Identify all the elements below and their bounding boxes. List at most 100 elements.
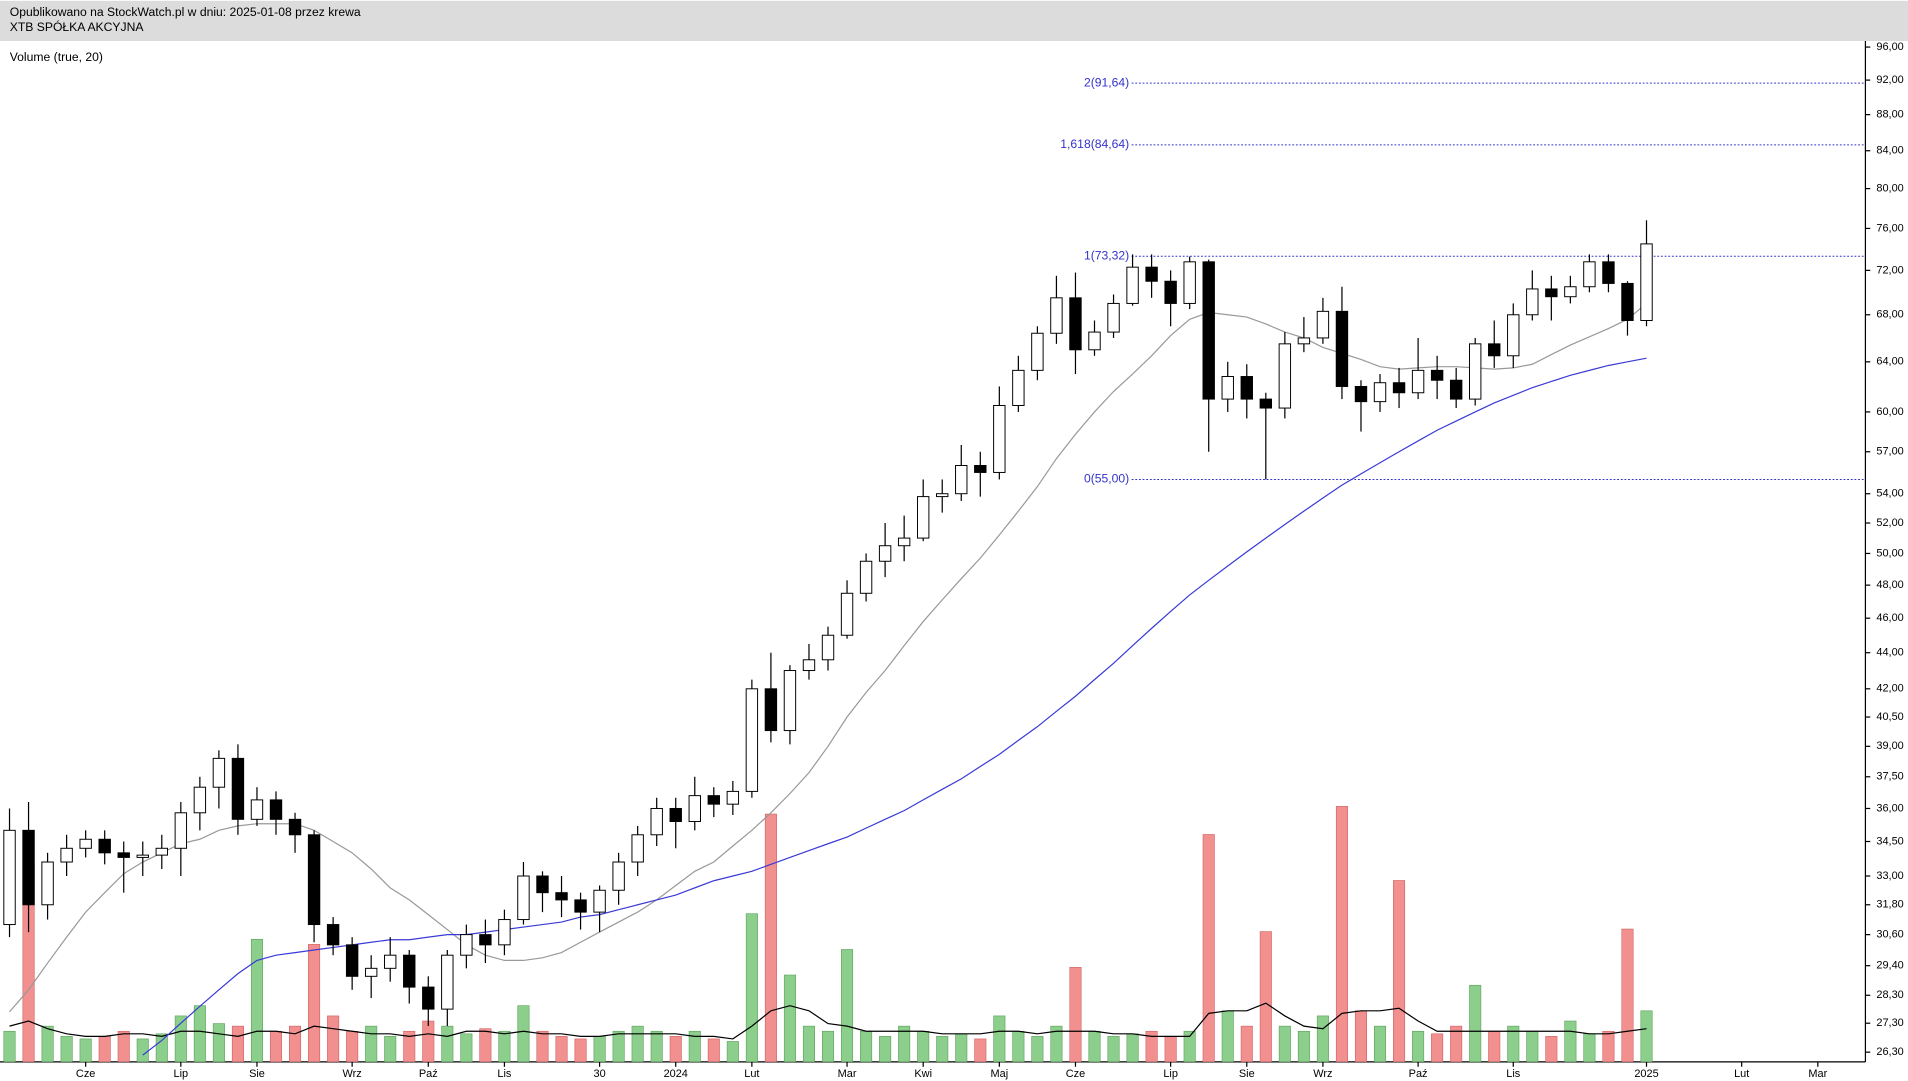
x-tick-label: Sie — [1239, 1068, 1255, 1080]
volume-bar — [136, 1038, 149, 1062]
candle-body — [60, 847, 73, 863]
candle-body — [916, 496, 930, 539]
candle-body — [212, 757, 226, 788]
candle-body — [821, 634, 835, 661]
volume-bar — [1202, 834, 1215, 1062]
candle-body — [593, 889, 606, 913]
y-tick-label: 50,00 — [1876, 547, 1903, 559]
x-tick-label: Maj — [991, 1068, 1009, 1080]
volume-bar — [1354, 1010, 1368, 1062]
x-tick-label: Lis — [497, 1068, 512, 1080]
y-tick-label: 72,00 — [1876, 264, 1903, 276]
volume-bar — [1107, 1036, 1120, 1062]
candle-body — [1088, 331, 1101, 351]
volume-bar — [403, 1030, 416, 1062]
volume-bar — [308, 944, 321, 1062]
candle-body — [1583, 261, 1596, 288]
x-tick-label: Cze — [76, 1068, 95, 1080]
y-tick-label: 33,00 — [1876, 870, 1903, 882]
candle-body — [155, 847, 168, 856]
candle-body — [1354, 385, 1368, 403]
candle-body — [517, 875, 530, 921]
volume-bar — [688, 1030, 701, 1062]
candle-body — [1221, 376, 1234, 400]
volume-bar — [1278, 1025, 1291, 1062]
y-tick-label: 28,30 — [1876, 989, 1903, 1001]
candle-body — [345, 944, 359, 977]
volume-bar — [384, 1036, 397, 1062]
volume-bar — [1526, 1030, 1539, 1062]
candle-body — [1526, 288, 1539, 316]
y-tick-label: 84,00 — [1876, 145, 1903, 157]
y-tick-label: 46,00 — [1876, 612, 1903, 624]
volume-bar — [860, 1030, 873, 1062]
volume-bar — [1393, 880, 1406, 1062]
candle-body — [269, 799, 283, 820]
volume-bar — [612, 1030, 625, 1062]
volume-bar — [174, 1015, 187, 1062]
volume-bar — [898, 1025, 911, 1062]
volume-bar — [955, 1033, 968, 1062]
candle-body — [1126, 266, 1139, 304]
candle-body — [79, 838, 92, 849]
candle-body — [1183, 261, 1196, 304]
x-tick-label: Mar — [838, 1068, 857, 1080]
volume-bar — [917, 1030, 930, 1062]
y-tick-label: 57,00 — [1876, 446, 1903, 458]
candle-body — [479, 934, 492, 946]
candle-body — [936, 493, 949, 498]
volume-bar — [1050, 1025, 1063, 1062]
y-tick-label: 96,00 — [1876, 41, 1903, 53]
instrument-name: XTB SPÓŁKA AKCYJNA — [10, 19, 145, 34]
candle-body — [859, 560, 873, 594]
candle-body — [1202, 261, 1215, 400]
candle-body — [1507, 314, 1520, 357]
candle-body — [612, 861, 625, 891]
candle-body — [1107, 302, 1120, 333]
axes-layer: 96,00 92,00 88,00 84,00 80,00 76,00 72,00 68,00… — [76, 41, 1904, 1080]
candle-body — [41, 861, 54, 906]
y-tick-label: 26,30 — [1876, 1046, 1903, 1058]
volume-bar — [517, 1005, 530, 1062]
candle-body — [1316, 310, 1330, 339]
candle-body — [1411, 369, 1425, 394]
candle-body — [117, 852, 130, 858]
x-tick-label: Paź — [419, 1068, 438, 1080]
volume-bar — [1335, 806, 1348, 1062]
volume-bar — [1450, 1025, 1463, 1062]
candle-body — [1564, 286, 1577, 298]
volume-bar — [117, 1030, 130, 1062]
candle-body — [98, 838, 111, 854]
y-tick-label: 48,00 — [1876, 579, 1903, 591]
candle-body — [288, 818, 302, 836]
volume-bar — [79, 1038, 92, 1062]
candle-body — [1069, 297, 1082, 351]
published-note: Opublikowano na StockWatch.pl w dniu: 20… — [10, 5, 361, 19]
volume-bar — [802, 1025, 815, 1062]
volume-bar — [289, 1025, 302, 1062]
x-tick-label: Lut — [1734, 1068, 1749, 1080]
volume-bar — [212, 1023, 225, 1062]
candle-body — [1278, 343, 1292, 409]
fib-level-label: 1(73,32) — [1084, 249, 1129, 263]
volume-bar — [41, 1025, 54, 1062]
candle-body — [498, 919, 511, 946]
x-tick-label: Wrz — [343, 1068, 362, 1080]
volume-bar — [1069, 967, 1082, 1062]
candle-body — [1145, 266, 1158, 282]
volume-bar — [479, 1028, 492, 1062]
volume-bar — [1012, 1030, 1025, 1062]
candle-body — [1031, 332, 1044, 371]
y-tick-label: 44,00 — [1876, 647, 1903, 659]
candle-body — [878, 545, 892, 562]
candle-body — [1469, 343, 1482, 400]
candle-body — [669, 807, 682, 823]
candle-body — [1640, 243, 1653, 321]
volume-bar — [631, 1025, 644, 1062]
volume-bar — [346, 1030, 359, 1062]
volume-bar — [1183, 1030, 1196, 1062]
volume-bar — [879, 1036, 892, 1062]
volume-bar — [498, 1030, 511, 1062]
candle-body — [955, 464, 968, 495]
candle-body — [1449, 379, 1463, 400]
